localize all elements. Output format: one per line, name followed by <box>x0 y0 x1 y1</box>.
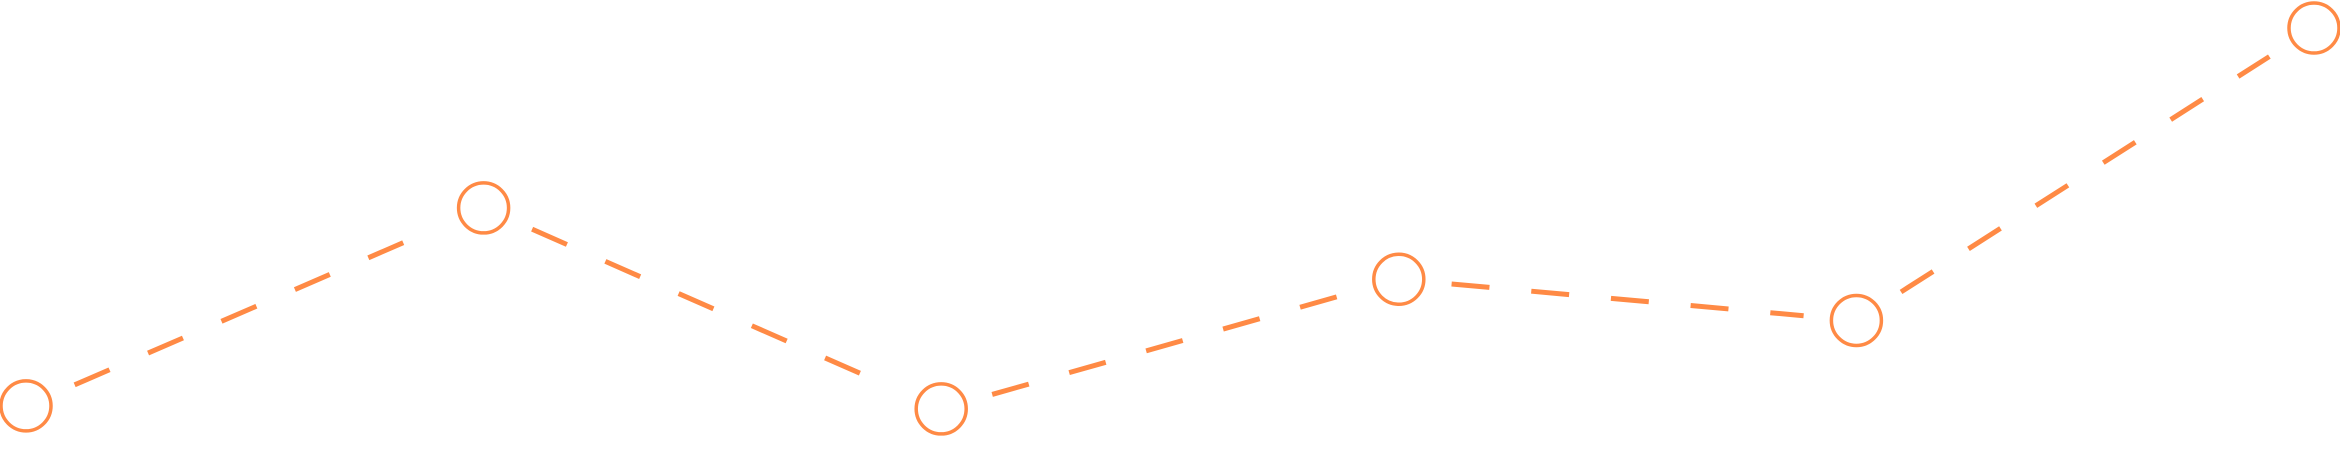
data-point-6 <box>2287 1 2340 55</box>
series-markers <box>0 1 2340 436</box>
data-point-4 <box>1372 252 1426 307</box>
data-point-1 <box>0 379 53 433</box>
data-point-2 <box>456 181 511 235</box>
line-segment-4 <box>1451 281 1804 319</box>
data-point-3 <box>914 382 968 436</box>
series-line <box>73 54 2271 397</box>
data-point-5 <box>1829 293 1884 348</box>
line-segment-5 <box>1899 54 2271 295</box>
line-segment-2 <box>531 226 894 390</box>
line-segment-3 <box>991 291 1349 397</box>
line-segment-1 <box>73 226 436 388</box>
